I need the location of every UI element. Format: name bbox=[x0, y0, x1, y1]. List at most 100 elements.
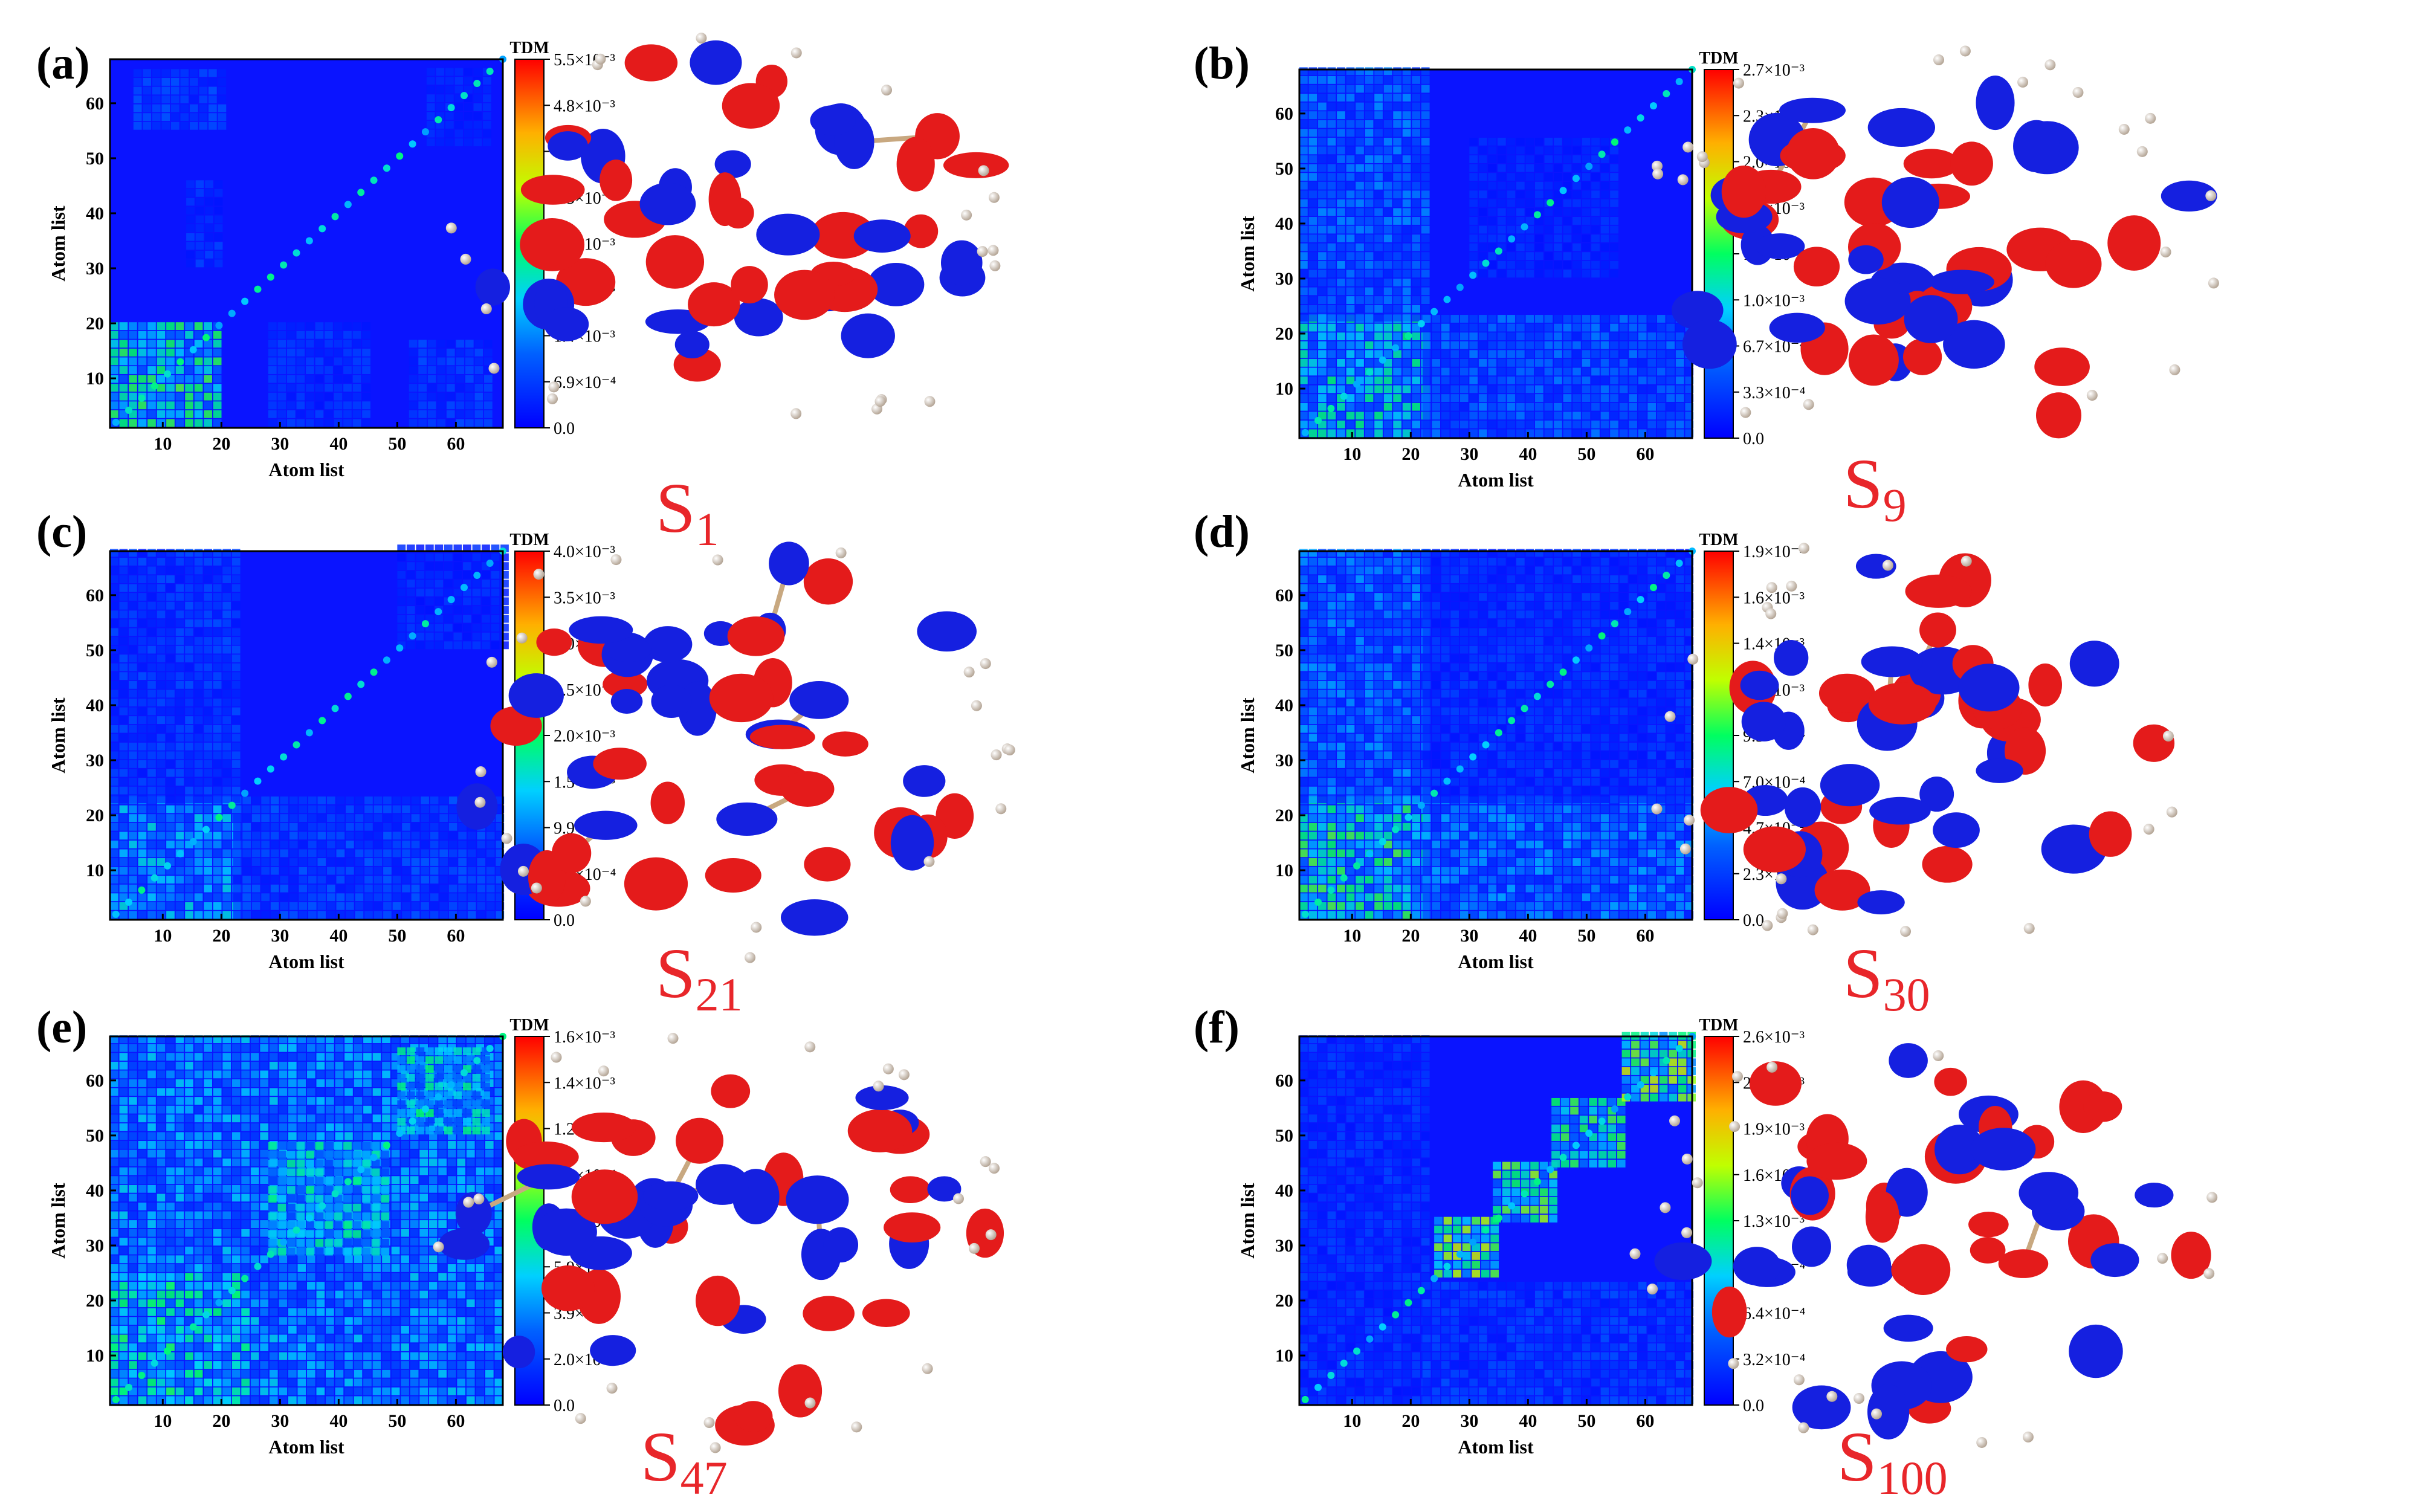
heatmap-cell bbox=[1432, 725, 1441, 733]
heatmap-cell bbox=[1582, 707, 1591, 716]
heatmap-cell bbox=[1356, 584, 1364, 592]
heatmap-cell bbox=[1647, 814, 1657, 822]
heatmap-cell bbox=[1657, 402, 1666, 411]
heatmap-cell bbox=[1516, 786, 1525, 795]
heatmap-cell bbox=[1600, 402, 1609, 411]
heatmap-cell bbox=[1432, 893, 1441, 902]
diagonal-cell bbox=[357, 189, 365, 196]
heatmap-cell bbox=[1619, 341, 1628, 349]
heatmap-cell bbox=[299, 867, 308, 875]
heatmap-cell bbox=[1507, 341, 1516, 349]
heatmap-cell bbox=[1629, 350, 1637, 358]
heatmap-cell bbox=[1374, 601, 1383, 610]
heatmap-cell bbox=[445, 94, 454, 103]
heatmap-cell bbox=[147, 725, 156, 733]
heatmap-cell bbox=[1488, 367, 1497, 376]
heatmap-cell bbox=[1412, 225, 1421, 234]
heatmap-cell bbox=[1591, 252, 1600, 260]
heatmap-cell bbox=[1563, 137, 1572, 146]
heatmap-cell bbox=[1582, 637, 1591, 645]
heatmap-cell bbox=[1393, 699, 1401, 706]
heatmap-cell bbox=[1337, 858, 1345, 866]
heatmap-cell bbox=[231, 769, 241, 777]
heatmap-cell bbox=[1516, 716, 1525, 725]
heatmap-cell bbox=[458, 893, 467, 902]
heatmap-cell bbox=[1544, 876, 1553, 884]
heatmap-cell bbox=[147, 760, 156, 768]
heatmap-cell bbox=[1318, 805, 1327, 813]
heatmap-cell bbox=[1422, 751, 1431, 760]
heatmap-cell bbox=[1610, 367, 1618, 376]
heatmap-cell bbox=[308, 832, 317, 840]
hydrogen-atom bbox=[1803, 399, 1814, 410]
heatmap-cell bbox=[1412, 341, 1421, 349]
heatmap-cell bbox=[1299, 394, 1308, 402]
heatmap-cell bbox=[1554, 549, 1562, 557]
heatmap-cell bbox=[464, 77, 473, 85]
heatmap-cell bbox=[1516, 769, 1525, 777]
hydrogen-atom bbox=[1733, 77, 1744, 89]
heatmap-cell bbox=[453, 624, 462, 632]
heatmap-cell bbox=[1459, 394, 1469, 402]
heatmap-cell bbox=[421, 849, 429, 858]
heatmap-cell bbox=[213, 680, 222, 689]
heatmap-cell bbox=[325, 401, 333, 410]
heatmap-cell bbox=[373, 893, 383, 902]
heatmap-cell bbox=[138, 593, 147, 601]
heatmap-cell bbox=[1383, 278, 1392, 286]
heatmap-cell bbox=[1469, 367, 1478, 376]
heatmap-cell bbox=[1497, 225, 1506, 234]
heatmap-cell bbox=[1469, 716, 1478, 725]
heatmap-cell bbox=[1374, 795, 1383, 804]
heatmap-cell bbox=[1318, 840, 1327, 848]
diagonal-cell bbox=[176, 358, 184, 366]
heatmap-cell bbox=[1600, 332, 1609, 341]
heatmap-cell bbox=[1497, 911, 1506, 919]
heatmap-cell bbox=[439, 867, 448, 875]
heatmap-cell bbox=[1308, 287, 1317, 296]
heatmap-cell bbox=[1356, 557, 1364, 566]
heatmap-cell bbox=[157, 619, 166, 627]
heatmap-cell bbox=[213, 707, 222, 716]
heatmap-cell bbox=[1308, 429, 1317, 438]
heatmap-cell bbox=[205, 259, 213, 268]
heatmap-cell bbox=[421, 822, 429, 831]
heatmap-cell bbox=[1356, 734, 1364, 742]
heatmap-cell bbox=[1374, 208, 1383, 216]
heatmap-cell bbox=[1478, 619, 1487, 627]
heatmap-cell bbox=[402, 832, 410, 840]
heatmap-cell bbox=[119, 410, 128, 418]
heatmap-cell bbox=[1563, 786, 1572, 795]
heatmap-cell bbox=[1497, 902, 1506, 910]
heatmap-cell bbox=[1544, 315, 1553, 323]
heatmap-cell bbox=[1563, 394, 1572, 402]
heatmap-region bbox=[1422, 315, 1694, 438]
heatmap-cell bbox=[1346, 305, 1355, 313]
heatmap-cell bbox=[418, 419, 427, 427]
heatmap-cell bbox=[147, 584, 156, 592]
heatmap-cell bbox=[453, 570, 462, 579]
heatmap-cell bbox=[204, 795, 212, 804]
heatmap-cell bbox=[1318, 822, 1327, 831]
heatmap-cell bbox=[194, 601, 203, 610]
heatmap-cell bbox=[1432, 341, 1441, 349]
heatmap-cell bbox=[1299, 557, 1308, 566]
heatmap-cell bbox=[185, 375, 193, 383]
heatmap-cell bbox=[1554, 566, 1562, 575]
heatmap-cell bbox=[1573, 575, 1581, 583]
heatmap-cell bbox=[1327, 840, 1336, 848]
heatmap-cell bbox=[1308, 270, 1317, 278]
heatmap-cell bbox=[1356, 190, 1364, 199]
heatmap-cell bbox=[1535, 902, 1543, 910]
heatmap-cell bbox=[110, 858, 118, 866]
colorbar-tick-label: 3.5×10⁻³ bbox=[554, 589, 615, 607]
heatmap-cell bbox=[1308, 795, 1317, 804]
heatmap-cell bbox=[1459, 420, 1469, 428]
positive-lobe bbox=[1902, 338, 1942, 375]
heatmap-cell bbox=[185, 401, 193, 410]
heatmap-cell bbox=[1393, 902, 1401, 910]
heatmap-cell bbox=[1573, 376, 1581, 384]
heatmap-cell bbox=[1610, 902, 1618, 910]
heatmap-cell bbox=[1666, 849, 1675, 858]
heatmap-cell bbox=[261, 796, 270, 804]
